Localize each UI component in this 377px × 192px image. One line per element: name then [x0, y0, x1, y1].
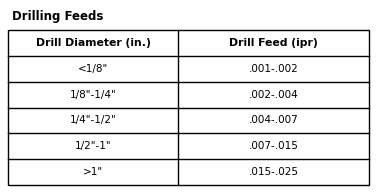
- Text: .015-.025: .015-.025: [248, 167, 299, 177]
- Text: 1/2"-1": 1/2"-1": [75, 141, 111, 151]
- Bar: [8, 30, 369, 185]
- Text: >1": >1": [83, 167, 103, 177]
- Text: .001-.002: .001-.002: [248, 64, 298, 74]
- Text: 1/4"-1/2": 1/4"-1/2": [70, 115, 116, 125]
- Text: Drill Feed (ipr): Drill Feed (ipr): [229, 38, 318, 48]
- Text: .007-.015: .007-.015: [248, 141, 299, 151]
- Text: .004-.007: .004-.007: [248, 115, 298, 125]
- Text: .002-.004: .002-.004: [248, 90, 298, 100]
- Text: 1/8"-1/4": 1/8"-1/4": [70, 90, 116, 100]
- Text: Drilling Feeds: Drilling Feeds: [12, 10, 103, 23]
- Text: <1/8": <1/8": [78, 64, 108, 74]
- Text: Drill Diameter (in.): Drill Diameter (in.): [35, 38, 150, 48]
